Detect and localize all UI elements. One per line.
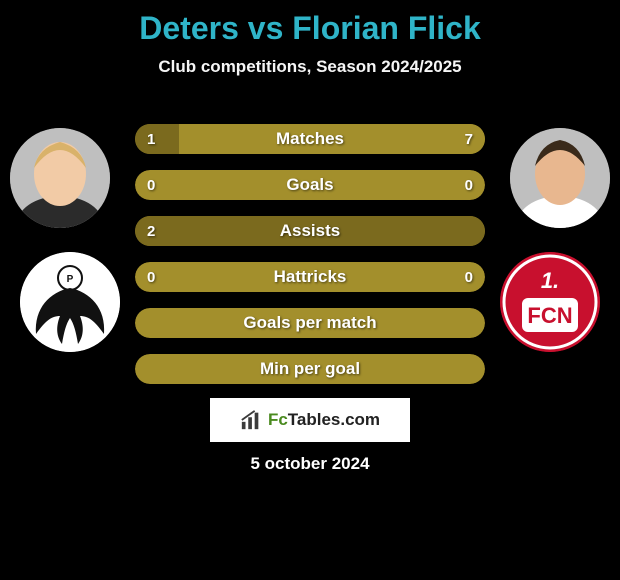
stats-bars: Matches17 Goals00 Assists2 Hattricks00 Goals… <box>135 124 485 400</box>
bar-track <box>135 308 485 338</box>
brand-box: FcTables.com <box>210 398 410 442</box>
bar-fill-left <box>135 124 179 154</box>
svg-text:1.: 1. <box>541 268 559 293</box>
brand-text: FcTables.com <box>268 410 380 430</box>
svg-text:FCN: FCN <box>527 303 572 328</box>
bar-track <box>135 262 485 292</box>
face <box>34 142 86 206</box>
player-right-avatar <box>510 128 610 228</box>
stat-row: Goals00 <box>135 170 485 200</box>
club-right-logo-svg: 1. FCN <box>500 252 600 352</box>
player-left-avatar <box>10 128 110 228</box>
stat-row: Goals per match <box>135 308 485 338</box>
stat-row: Assists2 <box>135 216 485 246</box>
stat-row: Min per goal <box>135 354 485 384</box>
stat-row: Matches17 <box>135 124 485 154</box>
bar-fill-left <box>135 216 485 246</box>
club-left-logo: P <box>20 252 120 352</box>
bar-track <box>135 354 485 384</box>
date-text: 5 october 2024 <box>0 454 620 474</box>
bar-fill-right <box>179 124 485 154</box>
club-left-logo-svg: P <box>20 252 120 352</box>
page-title: Deters vs Florian Flick <box>0 0 620 47</box>
player-right-avatar-svg <box>510 128 610 228</box>
page-subtitle: Club competitions, Season 2024/2025 <box>0 57 620 77</box>
svg-text:P: P <box>67 274 74 285</box>
player-left-avatar-svg <box>10 128 110 228</box>
bar-track <box>135 170 485 200</box>
stat-row: Hattricks00 <box>135 262 485 292</box>
comparison-infographic: Deters vs Florian Flick Club competition… <box>0 0 620 580</box>
chart-icon <box>240 409 262 431</box>
club-right-logo: 1. FCN <box>500 252 600 352</box>
